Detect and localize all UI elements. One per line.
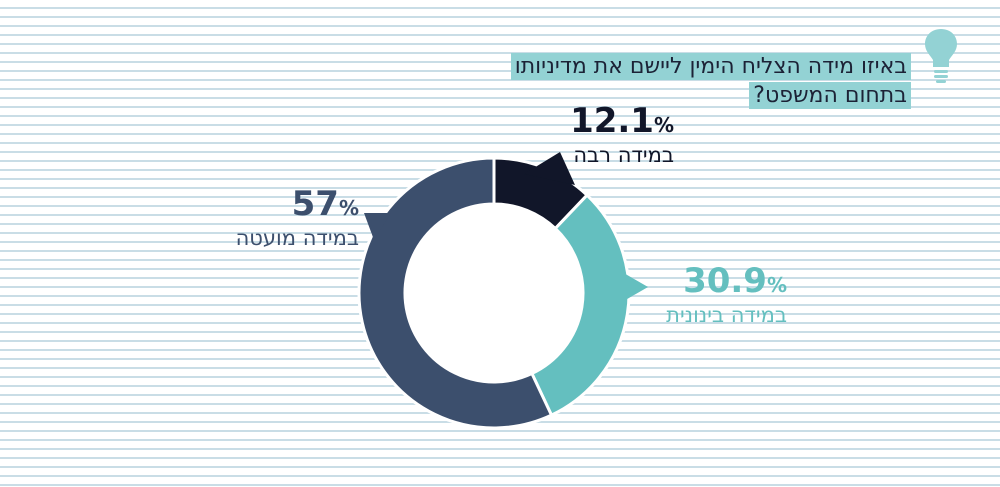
category-label-little: במידה מועטה <box>235 226 359 250</box>
slice-label-moderate: 30.9% במידה בינונית <box>666 264 787 328</box>
data-label-moderate: 30.9% <box>683 261 787 301</box>
slice-label-little: 57% במידה מועטה <box>236 187 359 251</box>
data-label-great: 12.1% <box>570 101 674 141</box>
pointer-arrow-moderate <box>622 272 648 302</box>
title-line-2: בתחום המשפט? <box>749 82 911 109</box>
pointer-arrow-great <box>524 152 575 185</box>
chart-title: באיזו מידה הצליח הימין ליישם את מדיניותו… <box>510 53 911 111</box>
donut-slice-little <box>357 156 554 430</box>
slice-label-great: 12.1% במידה רבה <box>570 104 674 168</box>
donut-hole <box>406 205 582 381</box>
category-label-moderate: במידה בינונית <box>666 303 787 327</box>
data-label-little: 57% <box>291 184 359 224</box>
donut-slice-moderate <box>529 193 631 418</box>
category-label-great: במידה רבה <box>573 143 674 167</box>
title-line-1: באיזו מידה הצליח הימין ליישם את מדיניותו <box>510 53 911 80</box>
lightbulb-icon <box>925 29 957 83</box>
pointer-arrow-little <box>364 213 391 240</box>
